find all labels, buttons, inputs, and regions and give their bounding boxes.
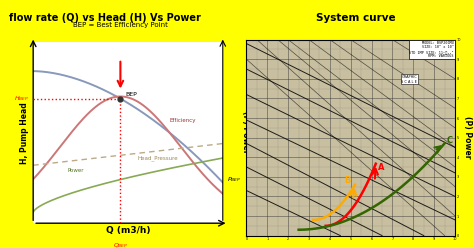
- Text: flow rate (Q) vs Head (H) Vs Power: flow rate (Q) vs Head (H) Vs Power: [9, 13, 201, 23]
- Text: $P_{BEP}$: $P_{BEP}$: [227, 175, 241, 184]
- Text: GRAPHIC
S C A L E: GRAPHIC S C A L E: [401, 75, 417, 84]
- Text: Efficiency: Efficiency: [170, 118, 196, 123]
- Text: Head_Pressure: Head_Pressure: [137, 155, 178, 161]
- X-axis label: Q (m3/h): Q (m3/h): [106, 226, 150, 235]
- Text: System curve: System curve: [316, 13, 395, 23]
- Text: BEP = Best Efficiency Point: BEP = Best Efficiency Point: [73, 22, 168, 28]
- Y-axis label: (P) Power: (P) Power: [463, 116, 472, 159]
- Text: MODEL: BSP200MU
SIZE: 10" x 10"
STD IMP SIZE: 11⁵⁄₁₆"
RPM: VARIOUS: MODEL: BSP200MU SIZE: 10" x 10" STD IMP …: [410, 41, 454, 59]
- Text: $H_{BEP}$: $H_{BEP}$: [14, 94, 29, 103]
- Text: $Q_{BEP}$: $Q_{BEP}$: [113, 241, 128, 248]
- Text: A: A: [378, 163, 384, 172]
- Text: B: B: [345, 176, 351, 185]
- Text: Power: Power: [67, 168, 84, 173]
- Text: C: C: [447, 136, 453, 145]
- Text: (P) Power: (P) Power: [241, 111, 250, 154]
- Text: BEP: BEP: [125, 92, 137, 97]
- Y-axis label: H, Pump Head: H, Pump Head: [20, 102, 29, 163]
